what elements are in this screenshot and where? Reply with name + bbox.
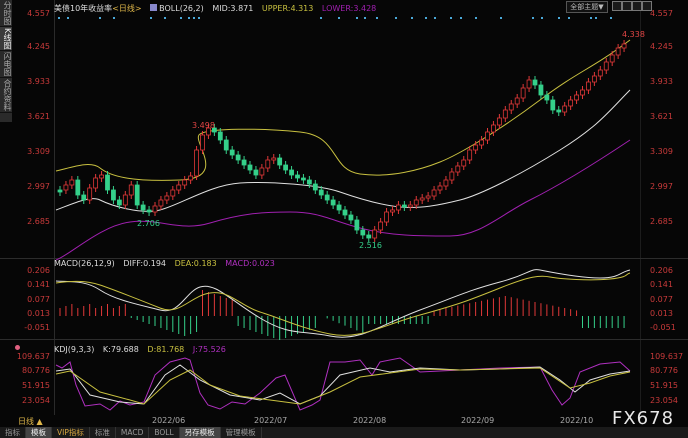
kdj-settings-icon[interactable] [15, 345, 20, 350]
price-axis-label: 3.933 [650, 77, 673, 86]
chart-header: 美债10年收益率<日线> BOLL(26,2) MID:3.871 UPPER:… [54, 3, 382, 14]
kdj-axis-label: 51.915 [22, 381, 50, 390]
macd-dea: DEA:0.183 [174, 259, 217, 268]
x-axis-label: 2022/09 [461, 416, 495, 425]
macd-diff: DIFF:0.194 [123, 259, 167, 268]
low-annotation: 2.516 [359, 241, 382, 250]
kdj-d: D:81.768 [147, 345, 185, 354]
tab-indicators[interactable]: 指标 [0, 427, 26, 438]
boll-mid-line [55, 89, 631, 212]
price-axis-label: 4.245 [650, 42, 673, 51]
macd-axis-label: 0.013 [27, 309, 50, 318]
price-axis-label: 2.997 [650, 182, 673, 191]
right-axis-border [640, 0, 641, 415]
grid-icon[interactable] [612, 1, 622, 11]
topic-dropdown[interactable]: 全部主题▼ [566, 1, 608, 13]
macd-value: MACD:0.023 [225, 259, 275, 268]
tab-flash[interactable]: 闪电图 [0, 51, 12, 79]
boll-lower: LOWER:3.428 [321, 4, 377, 13]
price-axis-label: 3.621 [27, 112, 50, 121]
high-annotation: 3.498 [192, 121, 215, 130]
price-axis-label: 2.685 [650, 217, 673, 226]
kdj-k: K:79.688 [102, 345, 139, 354]
macd-axis-label: 0.206 [27, 266, 50, 275]
tab-contract-info[interactable]: 合约资料 [0, 78, 12, 114]
price-axis-label: 4.557 [27, 9, 50, 18]
price-axis-label: 4.557 [650, 9, 673, 18]
x-axis-label: 2022/10 [560, 416, 594, 425]
tab-standard[interactable]: 标准 [90, 427, 116, 438]
macd-header: MACD(26,12,9) DIFF:0.194 DEA:0.183 MACD:… [54, 259, 281, 268]
low-annotation: 2.706 [137, 219, 160, 228]
macd-axis-label: -0.051 [650, 323, 676, 332]
high-annotation: 4.338 [622, 30, 645, 39]
kdj-axis-label: 80.776 [650, 366, 678, 375]
macd-axis-label: 0.077 [650, 295, 673, 304]
boll-lower-line [55, 139, 631, 261]
tab-macd[interactable]: MACD [116, 427, 150, 438]
period-selector[interactable]: 日线 ▲ [18, 417, 43, 426]
kdj-d-line [55, 367, 631, 405]
macd-dea-line [55, 272, 631, 336]
macd-axis-label: 0.206 [650, 266, 673, 275]
boll-upper-line [55, 39, 631, 181]
kdj-header: KDJ(9,3,3) K:79.688 D:81.768 J:75.526 [54, 345, 232, 354]
macd-axis-label: -0.051 [24, 323, 50, 332]
price-axis-label: 3.933 [27, 77, 50, 86]
price-axis-label: 4.245 [27, 42, 50, 51]
price-axis-label: 2.685 [27, 217, 50, 226]
macd-diff-line [55, 269, 631, 338]
tab-boll[interactable]: BOLL [149, 427, 180, 438]
macd-title: MACD(26,12,9) [54, 259, 115, 268]
price-axis-label: 3.309 [27, 147, 50, 156]
boll-upper: UPPER:4.313 [261, 4, 314, 13]
macd-axis-label: 0.013 [650, 309, 673, 318]
bottom-toolbar: 指标 模板 VIP指标 标准 MACD BOLL 另存模板 管理模板 [0, 427, 688, 438]
left-sidebar: 分时图 K线图 闪电图 合约资料 [0, 0, 12, 122]
panel-divider [0, 339, 688, 340]
x-axis-label: 2022/08 [353, 416, 387, 425]
kdj-j: J:75.526 [192, 345, 226, 354]
price-axis-label: 3.309 [650, 147, 673, 156]
fullscreen-icon[interactable] [642, 1, 652, 11]
kdj-axis-label: 51.915 [650, 381, 678, 390]
x-axis-label: 2022/06 [152, 416, 186, 425]
instrument-name: 美债10年收益率 [54, 4, 113, 13]
boll-icon[interactable] [150, 4, 158, 11]
left-axis-border [54, 0, 55, 415]
kdj-axis-label: 109.637 [16, 352, 50, 361]
panel-divider [0, 258, 688, 259]
boll-label: BOLL(26,2) [159, 4, 204, 13]
macd-axis-label: 0.077 [27, 295, 50, 304]
draw-icon[interactable] [632, 1, 642, 11]
kdj-j-line [55, 357, 631, 411]
kdj-axis-label: 23.054 [22, 396, 50, 405]
tab-timeshare[interactable]: 分时图 [0, 0, 12, 27]
zoom-icon[interactable] [622, 1, 632, 11]
period-tag: <日线> [112, 4, 142, 13]
macd-axis-label: 0.141 [27, 280, 50, 289]
tab-template[interactable]: 模板 [26, 427, 52, 438]
tab-vip-indicators[interactable]: VIP指标 [52, 427, 90, 438]
tab-kline[interactable]: K线图 [0, 27, 12, 52]
x-axis-label: 2022/07 [254, 416, 288, 425]
kdj-title: KDJ(9,3,3) [54, 345, 95, 354]
watermark: FX678 [612, 408, 675, 429]
save-template-button[interactable]: 另存模板 [179, 427, 221, 438]
boll-mid: MID:3.871 [212, 4, 254, 13]
kdj-axis-label: 109.637 [650, 352, 684, 361]
kdj-axis-label: 80.776 [22, 366, 50, 375]
kdj-axis-label: 23.054 [650, 396, 678, 405]
price-axis-label: 3.621 [650, 112, 673, 121]
manage-template-button[interactable]: 管理模板 [221, 427, 262, 438]
macd-axis-label: 0.141 [650, 280, 673, 289]
price-axis-label: 2.997 [27, 182, 50, 191]
